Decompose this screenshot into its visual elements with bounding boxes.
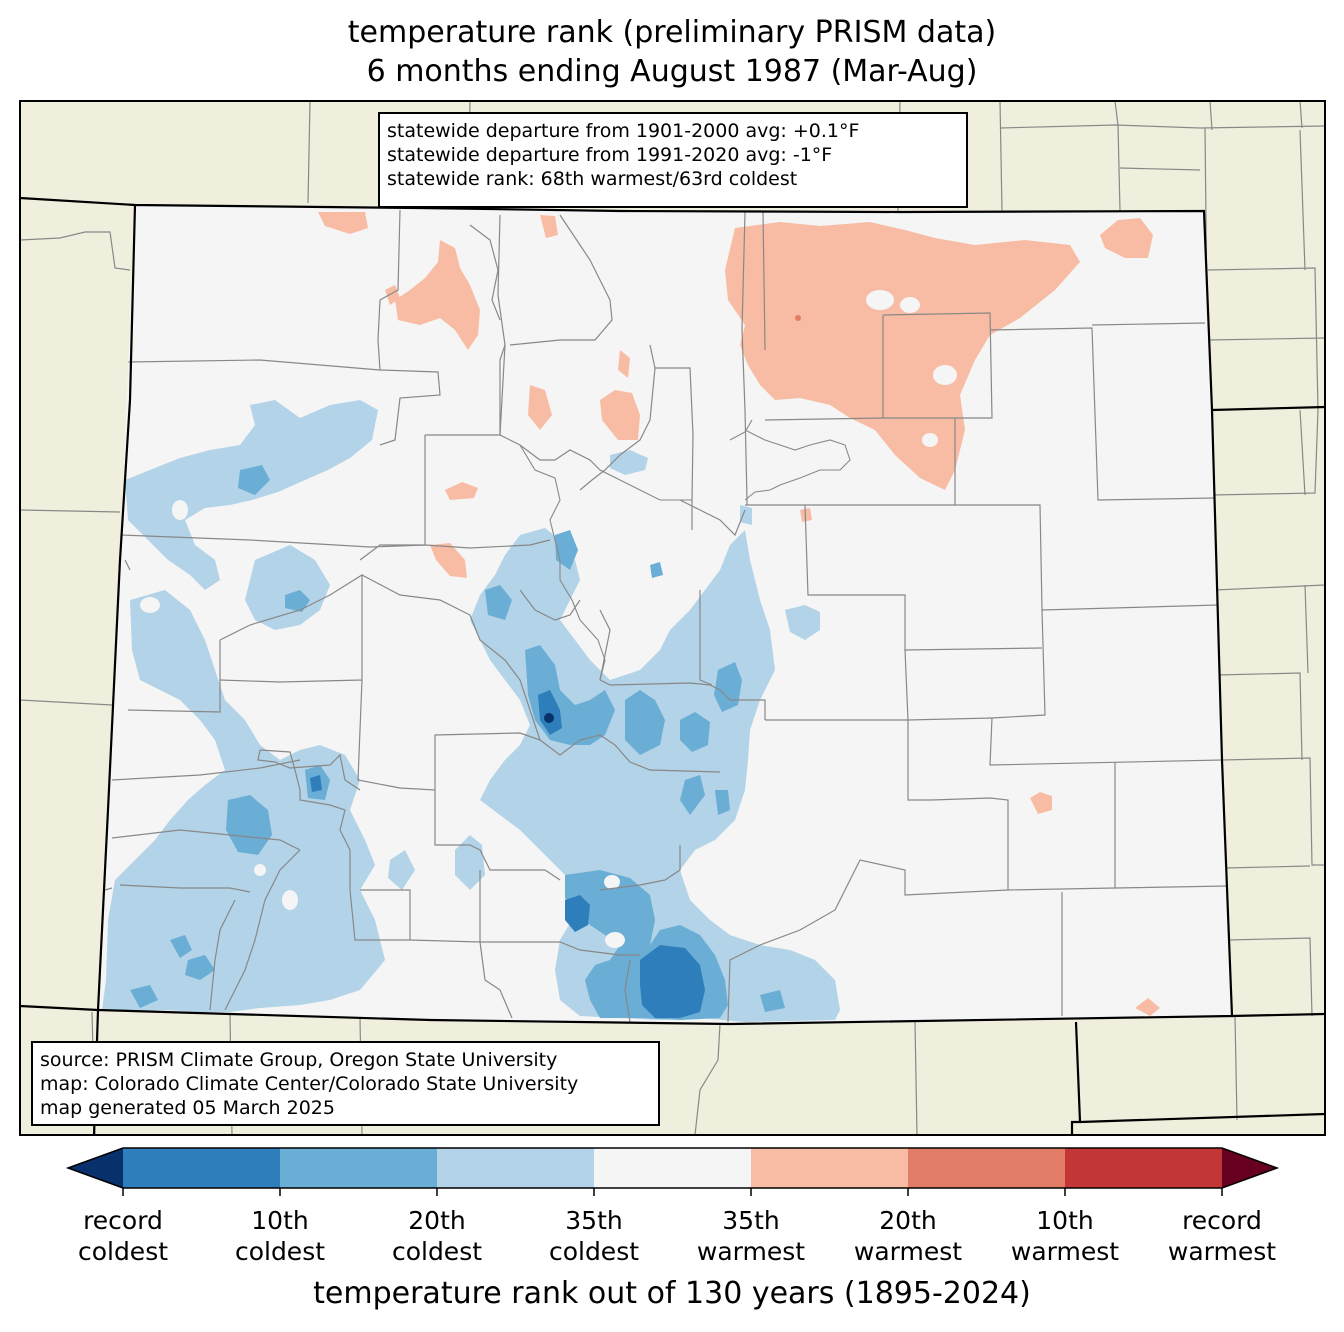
colorbar-bin-10th-coldest: [123, 1148, 280, 1188]
source-box: source: PRISM Climate Group, Oregon Stat…: [31, 1041, 660, 1126]
colorbar-ticks: [122, 1188, 1223, 1196]
colorbar-label-10th-warmest: 10th warmest: [1010, 1206, 1120, 1266]
colorbar-label-35th-warmest: 35th warmest: [696, 1206, 806, 1266]
colorbar-label-35th-coldest: 35th coldest: [548, 1206, 640, 1266]
colorbar-label-20th-coldest: 20th coldest: [391, 1206, 483, 1266]
colorbar-bin-10th-warmest: [1065, 1148, 1222, 1188]
temperature-rank-shading: [102, 212, 1160, 1022]
colorbar-bin-35th-warmest: [751, 1148, 908, 1188]
statewide-stats-box: statewide departure from 1901-2000 avg: …: [378, 112, 968, 208]
unshaded-holes: [140, 290, 957, 948]
colorbar-bin-20th-warmest: [908, 1148, 1065, 1188]
map-title-line-1: temperature rank (preliminary PRISM data…: [347, 15, 997, 50]
county-detail-lines: [519, 419, 851, 681]
colorbar-extend-warmest: [1222, 1148, 1277, 1188]
colorbar-label-20th-warmest: 20th warmest: [853, 1206, 963, 1266]
colorbar-label-record-warmest: record warmest: [1167, 1206, 1277, 1266]
colorbar-bin-20th-coldest: [280, 1148, 437, 1188]
warm-20th-spot: [795, 315, 801, 321]
colorbar-label-10th-coldest: 10th coldest: [234, 1206, 326, 1266]
colorbar-title: temperature rank out of 130 years (1895-…: [313, 1276, 1031, 1311]
map-frame: [20, 101, 1325, 1135]
stats-departure-1991-2020: statewide departure from 1991-2020 avg: …: [387, 144, 833, 166]
county-lines: [104, 209, 1229, 1023]
stats-departure-1901-2000: statewide departure from 1901-2000 avg: …: [387, 120, 860, 142]
warm-35th-areas: [318, 212, 1160, 1016]
cold-record-spot: [544, 713, 554, 723]
utah-border: [92, 204, 137, 1135]
map-title-line-2: 6 months ending August 1987 (Mar-Aug): [366, 54, 978, 89]
source-line: source: PRISM Climate Group, Oregon Stat…: [40, 1049, 558, 1071]
oklahoma-panhandle-border: [1070, 1021, 1325, 1135]
kansas-oklahoma-border: [1231, 1012, 1325, 1018]
colorbar-extend-coldest: [68, 1148, 123, 1188]
state-borders: [20, 196, 1325, 1135]
nebraska-kansas-border: [1211, 405, 1325, 412]
stats-statewide-rank: statewide rank: 68th warmest/63rd coldes…: [387, 168, 798, 190]
cold-10th-areas: [310, 690, 705, 1018]
map-generated-line: map generated 05 March 2025: [40, 1097, 335, 1119]
colorbar: [65, 1147, 1280, 1196]
colorbar-bin-neutral: [594, 1148, 751, 1188]
map-credit-line: map: Colorado Climate Center/Colorado St…: [40, 1073, 579, 1095]
map-frame-border: [19, 100, 1326, 1136]
colorbar-bin-35th-coldest: [437, 1148, 594, 1188]
colorbar-label-record-coldest: record coldest: [77, 1206, 169, 1266]
